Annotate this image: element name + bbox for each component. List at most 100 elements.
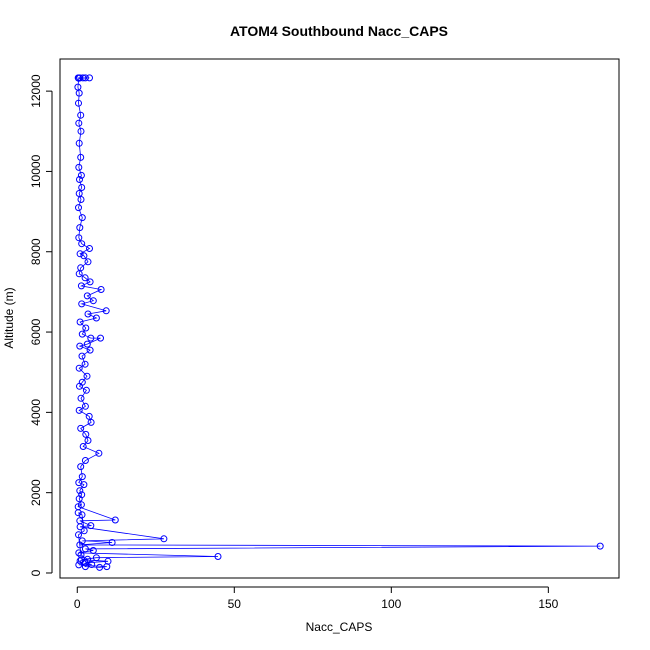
data-point	[78, 300, 86, 308]
data-point	[77, 394, 85, 402]
data-point	[81, 360, 89, 368]
data-point	[78, 240, 86, 248]
x-tick-label: 100	[381, 597, 401, 611]
data-point	[87, 522, 95, 530]
data-point	[104, 557, 112, 565]
data-point	[76, 250, 84, 258]
series-line	[77, 77, 601, 568]
data-point	[83, 340, 91, 348]
plot-area	[59, 58, 620, 579]
data-point	[81, 274, 89, 282]
data-point	[97, 286, 105, 293]
data-point	[214, 553, 222, 560]
data-point	[77, 282, 85, 290]
chart-title: ATOM4 Southbound Nacc_CAPS	[230, 23, 448, 39]
data-point	[77, 463, 85, 471]
x-axis-label: Nacc_CAPS	[306, 620, 373, 634]
data-point	[81, 563, 89, 571]
y-tick-label: 12000	[29, 74, 43, 108]
data-point	[76, 523, 84, 531]
data-point	[75, 364, 83, 372]
data-point	[76, 541, 84, 549]
data-point	[75, 270, 83, 278]
y-tick-label: 2000	[29, 479, 43, 506]
data-point	[75, 549, 83, 557]
data-point	[86, 278, 94, 286]
data-point	[75, 531, 82, 539]
data-point	[96, 563, 104, 571]
data-point	[108, 539, 116, 546]
data-point	[78, 184, 86, 191]
data-point	[75, 406, 83, 414]
data-point	[92, 554, 100, 562]
data-point	[86, 245, 93, 252]
series-layer	[74, 74, 604, 571]
data-point	[79, 443, 87, 450]
data-point	[86, 74, 93, 82]
data-point	[89, 547, 97, 554]
data-point	[77, 551, 85, 559]
data-point	[78, 352, 86, 360]
data-point	[84, 555, 92, 563]
data-point	[82, 430, 90, 438]
data-point	[76, 382, 83, 390]
plot-frame	[59, 58, 620, 579]
data-point	[81, 402, 89, 410]
data-point	[160, 535, 168, 543]
data-point	[75, 99, 82, 107]
data-point	[75, 561, 83, 569]
data-point	[84, 258, 92, 266]
data-point	[85, 412, 93, 420]
data-point	[77, 424, 85, 432]
data-point	[97, 334, 104, 342]
data-point	[79, 74, 87, 82]
data-point	[81, 457, 89, 464]
data-point	[77, 127, 85, 135]
data-point	[95, 449, 103, 457]
data-point	[80, 527, 88, 535]
data-point	[84, 310, 92, 318]
x-tick-label: 150	[538, 597, 558, 611]
data-point	[75, 89, 83, 97]
x-tick-label: 0	[74, 597, 81, 611]
data-point	[88, 561, 96, 568]
data-point	[86, 346, 94, 354]
x-axis: 0 50 100 150	[74, 586, 559, 611]
data-point	[76, 487, 84, 495]
data-point	[89, 297, 97, 305]
data-point	[75, 234, 83, 242]
data-point	[80, 252, 88, 260]
data-point	[81, 545, 89, 553]
data-point	[74, 509, 82, 517]
data-point	[102, 307, 110, 315]
y-axis: 0 2000 4000 6000 8000 10000 12000	[29, 74, 53, 576]
data-point	[92, 314, 100, 322]
data-point	[78, 214, 86, 222]
data-point	[80, 481, 88, 489]
data-point	[83, 292, 91, 300]
data-point	[78, 473, 86, 481]
data-point	[76, 342, 84, 350]
y-tick-label: 8000	[29, 238, 43, 265]
data-point	[77, 153, 85, 161]
data-point	[81, 74, 89, 82]
data-point	[596, 542, 604, 550]
data-point	[84, 437, 92, 444]
data-point	[76, 224, 84, 232]
data-point	[83, 372, 91, 380]
data-point	[75, 163, 83, 171]
data-point	[75, 119, 83, 127]
data-point	[78, 330, 86, 338]
data-point	[78, 511, 86, 519]
data-point	[87, 334, 95, 342]
data-point	[111, 516, 119, 524]
y-tick-label: 10000	[29, 154, 43, 188]
data-point	[77, 111, 85, 119]
data-point	[76, 318, 84, 326]
y-axis-label: Altitude (m)	[2, 287, 16, 348]
data-point	[77, 196, 85, 203]
data-point	[103, 563, 111, 571]
data-point	[77, 171, 85, 179]
data-point	[75, 139, 83, 147]
